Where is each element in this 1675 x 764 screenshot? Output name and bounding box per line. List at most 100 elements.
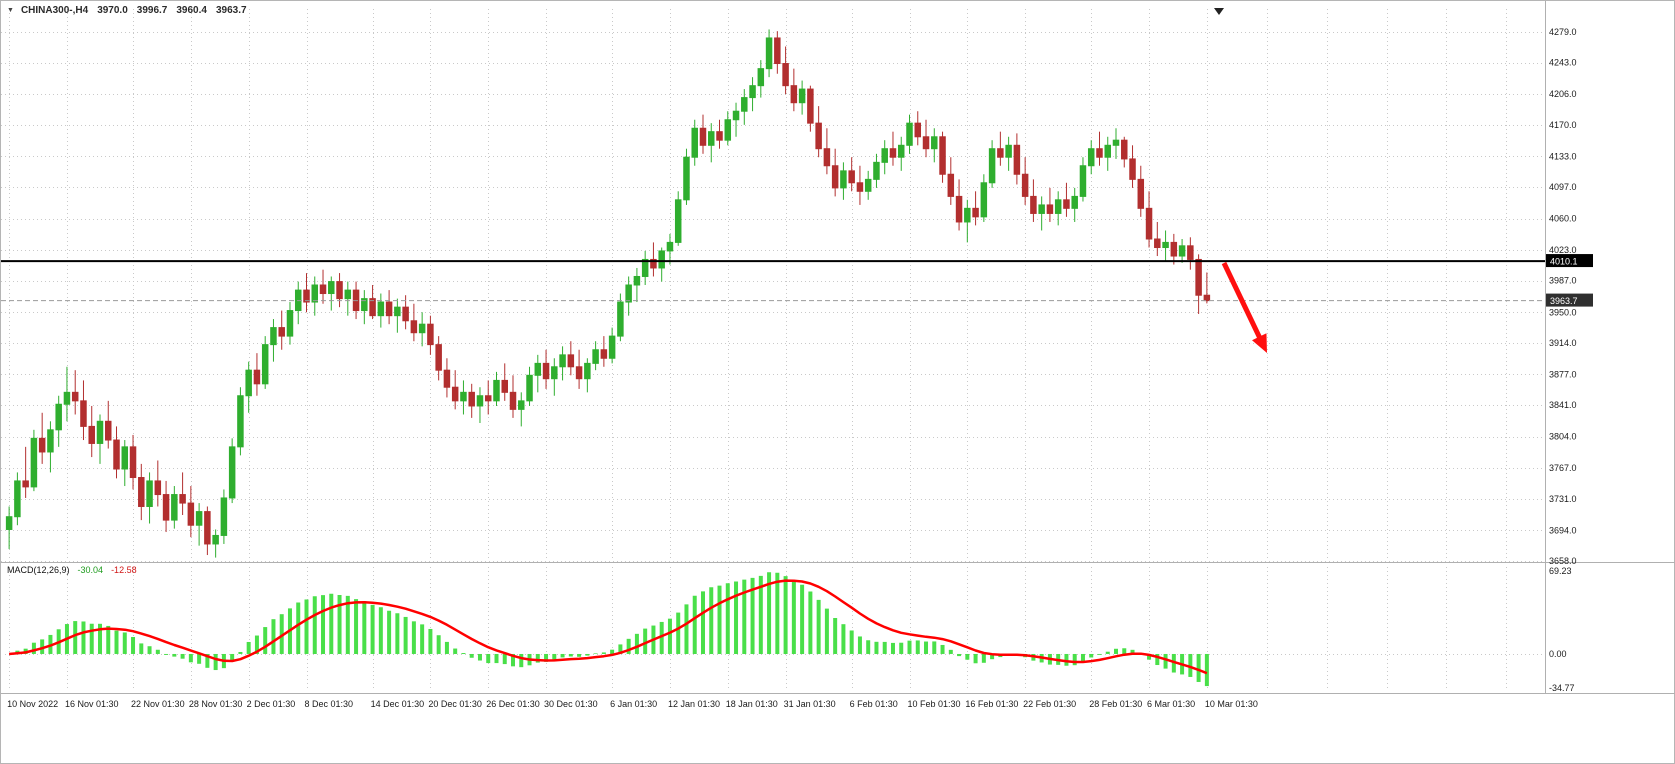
macd-tick-label[interactable]: 0.00 [1549,649,1567,659]
candle [1121,139,1128,160]
time-tick-label[interactable]: 20 Dec 01:30 [428,699,482,709]
candle [1195,258,1202,296]
macd-tick-label[interactable]: 69.23 [1549,566,1572,576]
price-tick-label[interactable]: 4023.0 [1549,245,1577,255]
time-tick-label[interactable]: 6 Feb 01:30 [850,699,898,709]
candle [55,403,62,431]
candle [980,182,988,218]
candle [526,374,533,402]
price-tick-label[interactable]: 3987.0 [1549,276,1577,286]
candle [344,289,352,300]
price-tick-label[interactable]: 3731.0 [1549,494,1577,504]
candle [600,349,608,359]
price-tick-label[interactable]: 3694.0 [1549,525,1577,535]
candle [303,289,310,303]
candle [732,110,740,121]
candle [1137,178,1145,209]
candle [418,323,426,334]
time-tick-label[interactable]: 22 Nov 01:30 [131,699,185,709]
price-tick-label[interactable]: 4060.0 [1549,214,1577,224]
candle [179,494,186,504]
candle [484,395,492,402]
time-tick-label[interactable]: 16 Nov 01:30 [65,699,119,709]
time-tick-label[interactable]: 8 Dec 01:30 [305,699,354,709]
price-axis[interactable]: 4279.0 4243.0 4206.0 4170.0 4133.0 4097.0 4060… [1549,27,1577,566]
pane-borders [1,1,1675,694]
candle [476,395,484,407]
price-tick-label[interactable]: 3877.0 [1549,369,1577,379]
price-tick-label[interactable]: 3841.0 [1549,400,1577,410]
candle [63,391,71,405]
time-tick-label[interactable]: 10 Feb 01:30 [908,699,961,709]
candle [253,369,261,385]
symbol-dropdown-icon[interactable]: ▼ [7,7,14,14]
time-tick-label[interactable]: 10 Mar 01:30 [1205,699,1258,709]
macd-signal-line [8,579,1208,675]
candle [633,275,641,286]
candle [311,284,319,303]
candle [96,420,104,444]
price-tick-label[interactable]: 3767.0 [1549,463,1577,473]
time-tick-label[interactable]: 31 Jan 01:30 [784,699,836,709]
price-tick-label[interactable]: 3914.0 [1549,338,1577,348]
price-tick-label[interactable]: 4133.0 [1549,151,1577,161]
candle [584,362,591,380]
candle [856,182,864,192]
candle [691,127,698,158]
candle [1187,245,1194,260]
candle [947,173,955,197]
price-tick-label[interactable]: 4206.0 [1549,89,1577,99]
candle [815,122,822,150]
candle [88,425,95,444]
time-tick-label[interactable]: 16 Feb 01:30 [965,699,1018,709]
candle [765,37,773,70]
time-tick-label[interactable]: 22 Feb 01:30 [1023,699,1076,709]
candle [972,207,979,218]
candle [1054,199,1062,214]
candle [897,144,905,158]
time-tick-label[interactable]: 18 Jan 01:30 [726,699,778,709]
price-tick-label[interactable]: 4243.0 [1549,58,1577,68]
time-tick-label[interactable]: 10 Nov 2022 [7,699,58,709]
candle [187,502,195,526]
candle [518,400,525,410]
price-tick-label[interactable]: 3658.0 [1549,556,1577,566]
down-arrow-annotation[interactable] [1221,261,1267,353]
price-tick-label[interactable]: 4279.0 [1549,27,1577,37]
time-tick-label[interactable]: 2 Dec 01:30 [247,699,296,709]
candle [666,241,674,252]
price-tick-label[interactable]: 4170.0 [1549,120,1577,130]
chart-shift-marker-icon[interactable] [1214,8,1224,15]
bid-price-tag [1546,293,1593,307]
time-tick-label[interactable]: 12 Jan 01:30 [668,699,720,709]
low-value: 3960.4 [176,5,207,16]
candle [988,148,996,184]
horizontal-line-annotation[interactable]: 4010.1 [1,254,1593,268]
macd-tick-label[interactable]: -34.77 [1549,683,1575,693]
candle [658,250,665,269]
price-tick-label[interactable]: 3804.0 [1549,432,1577,442]
time-tick-label[interactable]: 28 Feb 01:30 [1089,699,1142,709]
time-tick-label[interactable]: 28 Nov 01:30 [189,699,243,709]
time-tick-label[interactable]: 6 Jan 01:30 [610,699,657,709]
candle [708,131,715,146]
candle [1145,207,1153,240]
price-tick-label[interactable]: 3950.0 [1549,307,1577,317]
candle [1087,148,1095,167]
time-tick-label[interactable]: 26 Dec 01:30 [486,699,540,709]
candle [30,437,38,488]
time-axis[interactable]: 10 Nov 2022 16 Nov 01:30 22 Nov 01:30 28 No… [7,699,1258,709]
price-tick-label[interactable]: 4097.0 [1549,182,1577,192]
time-tick-label[interactable]: 6 Mar 01:30 [1147,699,1195,709]
macd-axis[interactable]: 69.23 0.00 -34.77 [1549,566,1575,693]
candle [1129,158,1136,180]
candle [493,379,500,402]
time-tick-label[interactable]: 30 Dec 01:30 [544,699,598,709]
candle [997,148,1004,158]
candle [138,477,145,507]
candle [650,258,657,269]
candle [699,127,707,146]
time-tick-label[interactable]: 14 Dec 01:30 [371,699,425,709]
candle [741,97,748,112]
